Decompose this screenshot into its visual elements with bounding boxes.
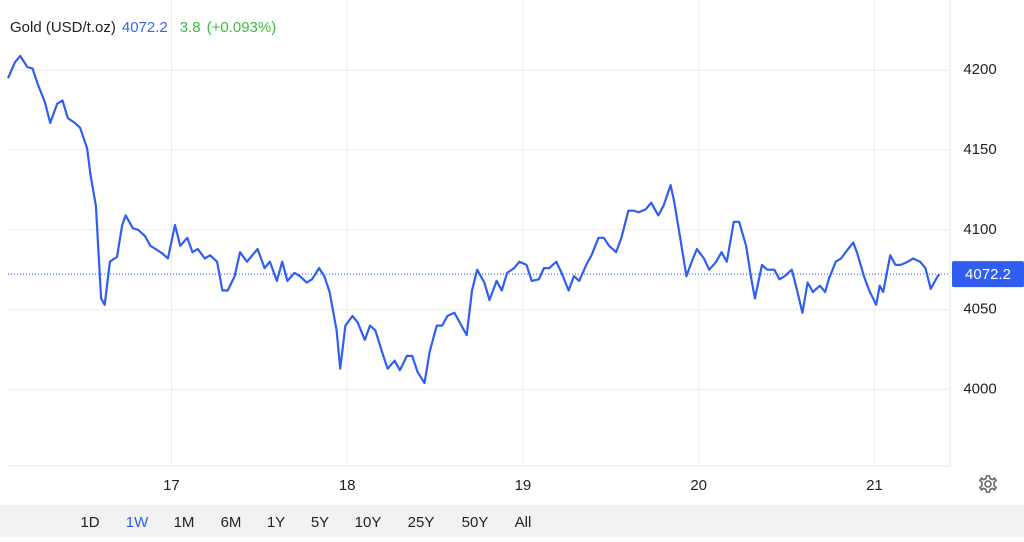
- last-price-badge: [952, 261, 1024, 288]
- price-change-pct: (+0.093%): [207, 19, 277, 36]
- range-button[interactable]: 1M: [174, 514, 195, 531]
- x-tick-label: 17: [163, 477, 180, 494]
- range-button[interactable]: 10Y: [355, 514, 382, 531]
- x-tick-label: 21: [866, 477, 883, 494]
- range-button[interactable]: 5Y: [311, 514, 329, 531]
- settings-button[interactable]: [978, 475, 998, 493]
- last-price: 4072.2: [122, 19, 168, 36]
- range-button[interactable]: 1Y: [267, 514, 285, 531]
- price-line: [6, 54, 941, 385]
- gear-outline: [978, 475, 998, 493]
- y-tick-label: 4000: [963, 380, 996, 397]
- chart-title: Gold (USD/t.oz): [10, 19, 116, 36]
- y-tick-label: 4050: [963, 301, 996, 318]
- range-bar: [0, 505, 1024, 537]
- x-tick-label: 19: [515, 477, 532, 494]
- range-button[interactable]: 1W: [126, 514, 149, 531]
- x-tick-label: 20: [690, 477, 707, 494]
- range-button[interactable]: All: [515, 514, 532, 531]
- last-price-badge-label: 4072.2: [965, 266, 1011, 283]
- gear-center: [984, 480, 992, 488]
- x-tick-label: 18: [339, 477, 356, 494]
- price-change: 3.8: [180, 19, 201, 36]
- range-button[interactable]: 1D: [80, 514, 99, 531]
- range-button[interactable]: 50Y: [462, 514, 489, 531]
- y-tick-label: 4150: [963, 141, 996, 158]
- range-button[interactable]: 25Y: [408, 514, 435, 531]
- y-tick-label: 4200: [963, 61, 996, 78]
- range-button[interactable]: 6M: [221, 514, 242, 531]
- y-tick-label: 4100: [963, 221, 996, 238]
